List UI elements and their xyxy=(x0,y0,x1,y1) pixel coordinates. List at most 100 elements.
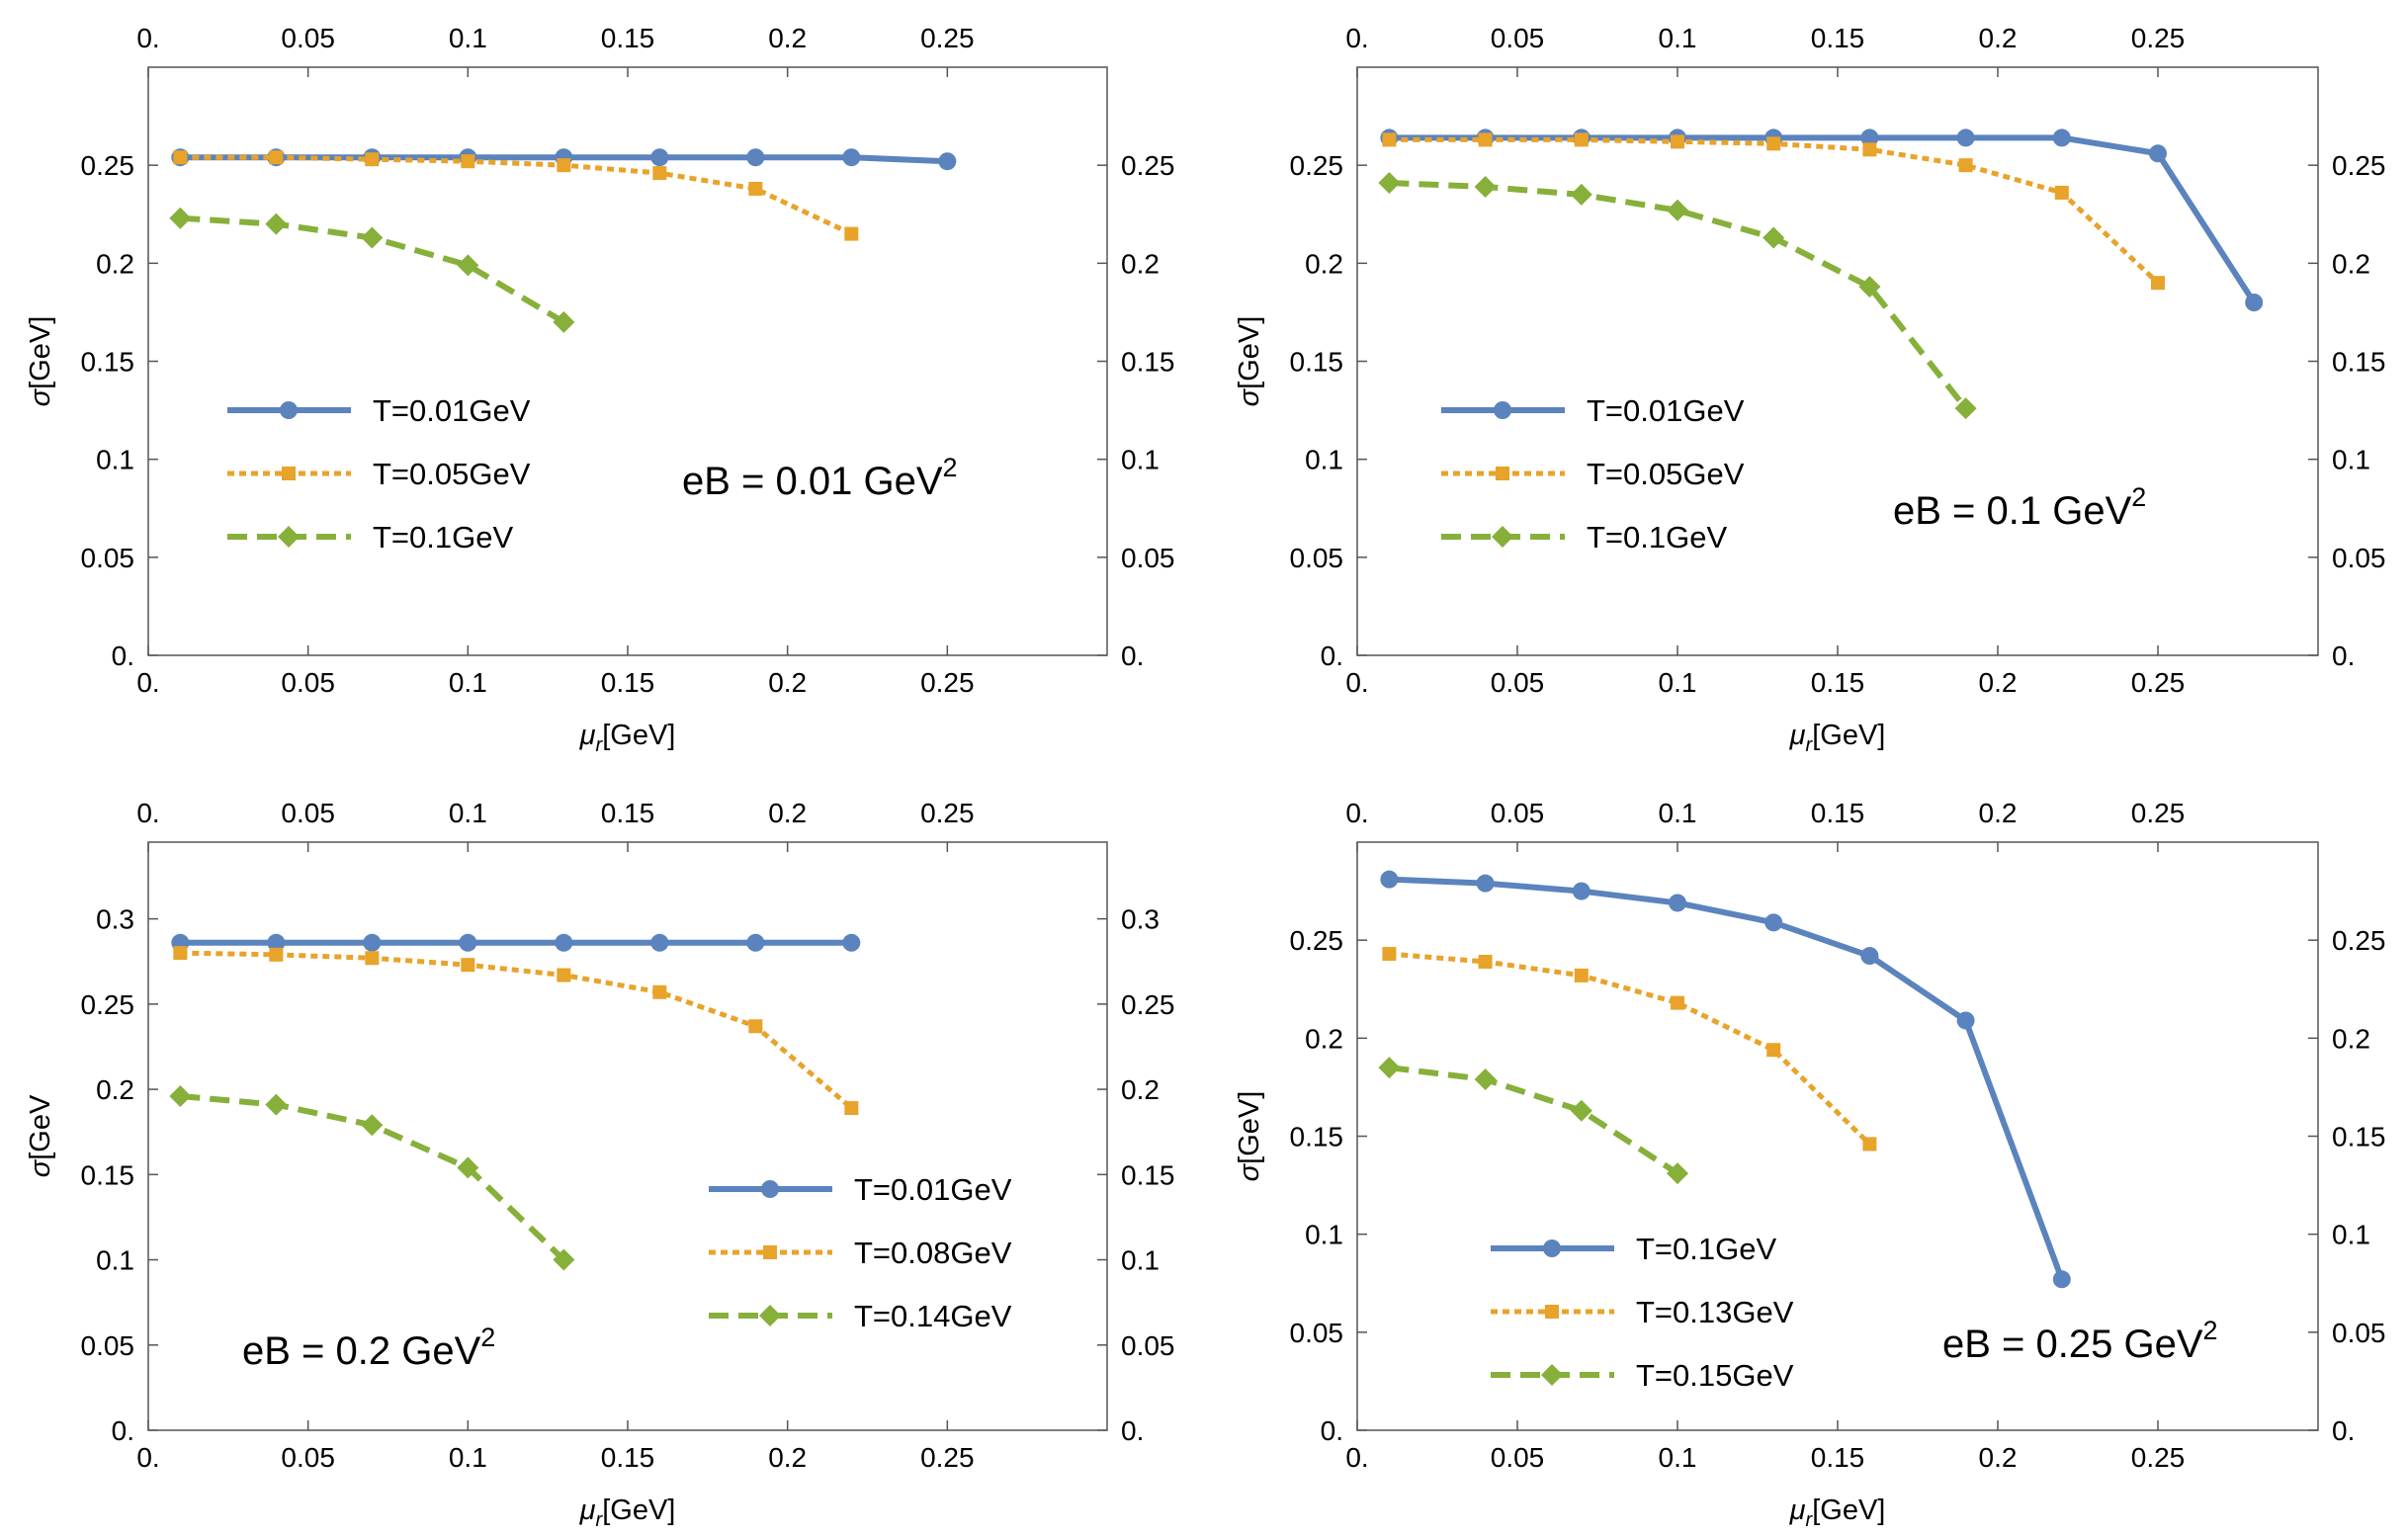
y-tick-label-left: 0.1 xyxy=(1305,1220,1343,1250)
data-point xyxy=(1667,199,1688,221)
y-tick-label-left: 0.15 xyxy=(81,347,135,378)
data-point xyxy=(842,933,861,952)
data-point xyxy=(265,213,288,235)
legend-entry-2: T=0.05GeV xyxy=(1441,457,1745,491)
data-point xyxy=(1862,142,1877,157)
y-tick-label-left: 0. xyxy=(112,1415,134,1446)
series-3 xyxy=(169,1084,575,1271)
y-tick-label-right: 0.1 xyxy=(2332,1220,2370,1250)
legend-entry-1: T=0.01GeV xyxy=(709,1172,1012,1207)
x-tick-label-bottom: 0.1 xyxy=(1659,667,1697,698)
y-tick-label-left: 0.15 xyxy=(1290,347,1344,378)
annotation-superscript: 2 xyxy=(2131,482,2146,512)
y-tick-label-left: 0.2 xyxy=(1305,248,1343,279)
data-point xyxy=(844,226,859,241)
y-tick-label-right: 0.25 xyxy=(2332,925,2386,956)
data-point xyxy=(746,933,765,952)
data-point xyxy=(842,148,861,167)
data-point xyxy=(457,1156,479,1179)
legend-entry-2: T=0.08GeV xyxy=(709,1236,1012,1270)
series-line xyxy=(1389,136,2160,285)
y-axis-symbol: σ xyxy=(25,1158,56,1177)
x-tick-label-bottom: 0.2 xyxy=(768,667,807,698)
legend-swatch-marker xyxy=(1545,1305,1559,1319)
y-tick-label-right: 0.2 xyxy=(1121,1074,1160,1105)
y-tick-label-left: 0.25 xyxy=(1290,925,1344,956)
data-point xyxy=(169,207,192,229)
data-point xyxy=(1958,158,1973,173)
y-axis-label: σ[GeV] xyxy=(1234,1091,1265,1182)
data-point xyxy=(844,1101,859,1116)
x-tick-label-bottom: 0. xyxy=(136,667,159,698)
data-point xyxy=(1478,132,1493,147)
data-point xyxy=(1954,397,1977,420)
x-tick-label-top: 0.05 xyxy=(1491,23,1545,53)
x-axis-symbol: μ xyxy=(1789,720,1806,751)
series-line xyxy=(180,950,853,1110)
legend-label: T=0.15GeV xyxy=(1636,1358,1794,1393)
y-tick-label-left: 0. xyxy=(1321,1415,1343,1446)
x-tick-label-top: 0.25 xyxy=(920,23,975,53)
data-point xyxy=(1570,183,1592,206)
y-axis-symbol: σ xyxy=(1234,387,1265,406)
x-tick-label-bottom: 0.15 xyxy=(601,667,655,698)
x-tick-label-bottom: 0.15 xyxy=(1811,1442,1865,1473)
series-3 xyxy=(1378,1057,1688,1185)
data-point xyxy=(1764,913,1783,932)
data-point xyxy=(1382,947,1397,962)
x-tick-label-bottom: 0. xyxy=(1345,667,1368,698)
data-point xyxy=(652,166,667,181)
data-point xyxy=(553,1248,575,1271)
x-tick-label-top: 0.1 xyxy=(1659,798,1697,828)
y-tick-label-right: 0.25 xyxy=(1121,150,1175,181)
data-point xyxy=(1570,1099,1592,1122)
data-point xyxy=(1378,172,1401,195)
y-tick-label-left: 0.25 xyxy=(1290,150,1344,181)
data-point xyxy=(557,158,571,173)
annotation-superscript: 2 xyxy=(943,453,958,482)
data-point xyxy=(650,933,669,952)
y-tick-label-right: 0.2 xyxy=(2332,248,2370,279)
legend-swatch-marker xyxy=(282,467,296,480)
y-tick-label-left: 0. xyxy=(1321,641,1343,671)
legend-label: T=0.05GeV xyxy=(1587,457,1745,491)
data-point xyxy=(459,933,477,952)
data-point xyxy=(938,152,957,171)
y-tick-label-right: 0. xyxy=(2332,641,2355,671)
data-point xyxy=(267,933,286,952)
x-tick-label-bottom: 0.2 xyxy=(768,1442,807,1473)
y-tick-label-left: 0.05 xyxy=(1290,1318,1344,1348)
legend-entry-2: T=0.13GeV xyxy=(1491,1295,1794,1329)
annotation-superscript: 2 xyxy=(480,1323,495,1352)
y-tick-label-left: 0. xyxy=(112,641,134,671)
data-point xyxy=(748,181,763,196)
y-tick-label-right: 0.05 xyxy=(1121,1330,1175,1361)
data-point xyxy=(2245,294,2264,311)
chart-panel-1: 0.0.0.050.050.10.10.150.150.20.20.250.25… xyxy=(25,23,1175,756)
x-axis-subscript: r xyxy=(596,1509,604,1531)
x-axis-unit: [GeV] xyxy=(1812,1495,1885,1526)
legend-entry-3: T=0.1GeV xyxy=(1441,520,1727,555)
x-tick-label-bottom: 0.25 xyxy=(2131,1442,2186,1473)
data-point xyxy=(650,148,669,167)
y-axis-symbol: σ xyxy=(25,387,56,406)
data-point xyxy=(1671,995,1684,1010)
x-tick-label-bottom: 0.05 xyxy=(281,1442,335,1473)
annotation-superscript: 2 xyxy=(2203,1316,2218,1345)
x-tick-label-bottom: 0.25 xyxy=(2131,667,2186,698)
y-tick-label-right: 0.15 xyxy=(1121,347,1175,378)
x-tick-label-bottom: 0.15 xyxy=(601,1442,655,1473)
y-tick-label-right: 0.25 xyxy=(1121,989,1175,1020)
x-axis-label: μr[GeV] xyxy=(1789,720,1886,756)
legend-swatch-marker xyxy=(280,401,298,419)
legend-label: T=0.01GeV xyxy=(1587,393,1745,428)
x-tick-label-top: 0.15 xyxy=(1811,798,1865,828)
legend-swatch-marker xyxy=(759,1305,781,1326)
series-2 xyxy=(1382,132,2165,291)
data-point xyxy=(361,1114,384,1137)
data-point xyxy=(1858,276,1881,299)
x-axis-unit: [GeV] xyxy=(602,1495,675,1526)
x-axis-label: μr[GeV] xyxy=(579,1495,676,1531)
y-axis-label: σ[GeV] xyxy=(1234,316,1265,407)
annotation-text: eB = 0.25 GeV xyxy=(1942,1323,2203,1366)
